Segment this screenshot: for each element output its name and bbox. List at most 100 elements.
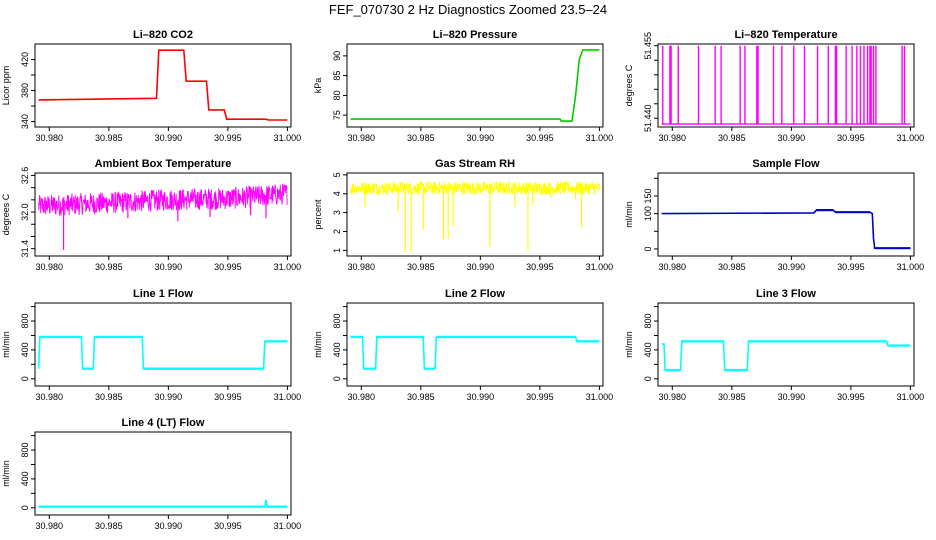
plot-frame — [34, 431, 292, 516]
plot-area — [350, 49, 600, 122]
x-tick-label: 30.995 — [526, 262, 554, 272]
plot-frame — [346, 43, 604, 128]
x-tick-label: 31.000 — [897, 133, 925, 143]
y-tick-label: 0 — [332, 376, 342, 381]
y-tick-label: 800 — [20, 443, 30, 458]
plot-area — [38, 499, 288, 508]
panel-5: Gas Stream RH percent 30.980 30.985 30.990 30… — [313, 158, 613, 272]
y-tick-label: 340 — [20, 114, 30, 129]
x-tick-label: 30.995 — [214, 392, 242, 402]
plot-area — [661, 45, 911, 125]
x-tick-label: 30.995 — [214, 521, 242, 531]
y-tick-label: 51.440 — [643, 105, 653, 133]
x-tick-label: 31.000 — [274, 262, 302, 272]
y-tick-label: 85 — [332, 71, 342, 81]
x-tick-label: 30.980 — [659, 133, 687, 143]
y-tick-label: 2 — [332, 229, 342, 234]
x-tick-label: 30.995 — [214, 133, 242, 143]
y-tick-label: 380 — [20, 83, 30, 98]
plot-frame — [657, 43, 915, 128]
series-line — [350, 336, 600, 370]
x-tick-label: 30.985 — [407, 133, 435, 143]
x-tick-label: 31.000 — [897, 262, 925, 272]
x-tick-label: 30.990 — [778, 392, 806, 402]
y-axis-label: ml/min — [313, 331, 323, 358]
panel-1: Li–820 CO2 Licor ppm 30.980 30.985 30.990 30.… — [1, 29, 301, 143]
y-axis-label: Licor ppm — [1, 66, 11, 106]
x-tick-label: 30.990 — [155, 392, 183, 402]
series-line — [661, 209, 911, 249]
plot-frame — [346, 172, 604, 257]
y-tick-label: 3 — [332, 210, 342, 215]
x-tick-label: 30.995 — [526, 392, 554, 402]
x-tick-label: 30.980 — [348, 392, 376, 402]
x-tick-label: 30.980 — [659, 392, 687, 402]
x-tick-label: 30.985 — [407, 262, 435, 272]
y-tick-label: 32.0 — [20, 203, 30, 221]
x-tick-label: 30.980 — [36, 262, 64, 272]
plot-area — [350, 335, 600, 370]
y-tick-label: 75 — [332, 110, 342, 120]
y-tick-label: 80 — [332, 90, 342, 100]
series-band — [816, 209, 911, 250]
y-tick-label: 800 — [332, 314, 342, 329]
panels-group: Li–820 CO2 Licor ppm 30.980 30.985 30.990 30.… — [1, 29, 924, 531]
x-tick-label: 30.985 — [95, 392, 123, 402]
y-tick-label: 400 — [20, 342, 30, 357]
x-tick-label: 30.990 — [155, 521, 183, 531]
x-tick-label: 30.990 — [467, 392, 495, 402]
y-axis-label: percent — [313, 199, 323, 230]
y-axis-label: ml/min — [1, 460, 11, 487]
panel-title: Line 1 Flow — [133, 288, 193, 300]
panel-title: Li–820 Pressure — [433, 29, 517, 41]
x-tick-label: 31.000 — [586, 392, 614, 402]
y-tick-label: 150 — [643, 188, 653, 203]
x-tick-label: 30.985 — [718, 392, 746, 402]
series-line — [350, 180, 600, 197]
y-tick-label: 400 — [20, 471, 30, 486]
plot-frame — [657, 172, 915, 257]
series-line — [350, 49, 600, 122]
series-line — [37, 336, 288, 370]
y-tick-label: 0 — [643, 376, 653, 381]
panel-4: Ambient Box Temperature degrees C 30.980 30… — [1, 158, 301, 272]
x-tick-label: 30.995 — [837, 133, 865, 143]
x-tick-label: 30.980 — [348, 262, 376, 272]
panel-7: Line 1 Flow ml/min 30.980 30.985 30.990 30.99… — [1, 288, 301, 402]
y-tick-label: 400 — [643, 342, 653, 357]
y-axis-label: degrees C — [624, 64, 634, 106]
y-axis-label: ml/min — [624, 331, 634, 358]
x-tick-label: 30.985 — [95, 521, 123, 531]
series-band — [350, 335, 600, 370]
plot-frame — [346, 302, 604, 387]
x-tick-label: 30.990 — [155, 262, 183, 272]
y-axis-label: ml/min — [624, 201, 634, 228]
y-tick-label: 800 — [643, 314, 653, 329]
y-tick-label: 0 — [643, 246, 653, 251]
x-tick-label: 30.980 — [36, 133, 64, 143]
panel-2: Li–820 Pressure kPa 30.980 30.985 30.990 30.9… — [313, 29, 613, 143]
panel-title: Gas Stream RH — [435, 158, 515, 170]
x-tick-label: 31.000 — [586, 262, 614, 272]
x-tick-label: 30.990 — [467, 133, 495, 143]
x-tick-label: 30.985 — [407, 392, 435, 402]
plot-area — [661, 209, 911, 250]
x-tick-label: 30.990 — [155, 133, 183, 143]
plot-area — [661, 340, 911, 372]
series-line — [661, 340, 911, 371]
panel-title: Li–820 Temperature — [734, 29, 837, 41]
panel-9: Line 3 Flow ml/min 30.980 30.985 30.990 30.99… — [624, 288, 924, 402]
panel-title: Line 2 Flow — [445, 288, 505, 300]
panel-6: Sample Flow ml/min 30.980 30.985 30.990 30.99… — [624, 158, 924, 272]
y-tick-label: 420 — [20, 52, 30, 67]
y-tick-label: 400 — [332, 342, 342, 357]
plot-frame — [34, 43, 292, 128]
x-tick-label: 30.980 — [36, 392, 64, 402]
y-axis-label: degrees C — [1, 193, 11, 235]
x-tick-label: 30.980 — [348, 133, 376, 143]
y-axis-label: kPa — [313, 78, 323, 94]
y-tick-label: 51.455 — [643, 32, 653, 60]
plot-frame — [657, 302, 915, 387]
panel-title: Line 3 Flow — [756, 288, 816, 300]
x-tick-label: 31.000 — [274, 521, 302, 531]
